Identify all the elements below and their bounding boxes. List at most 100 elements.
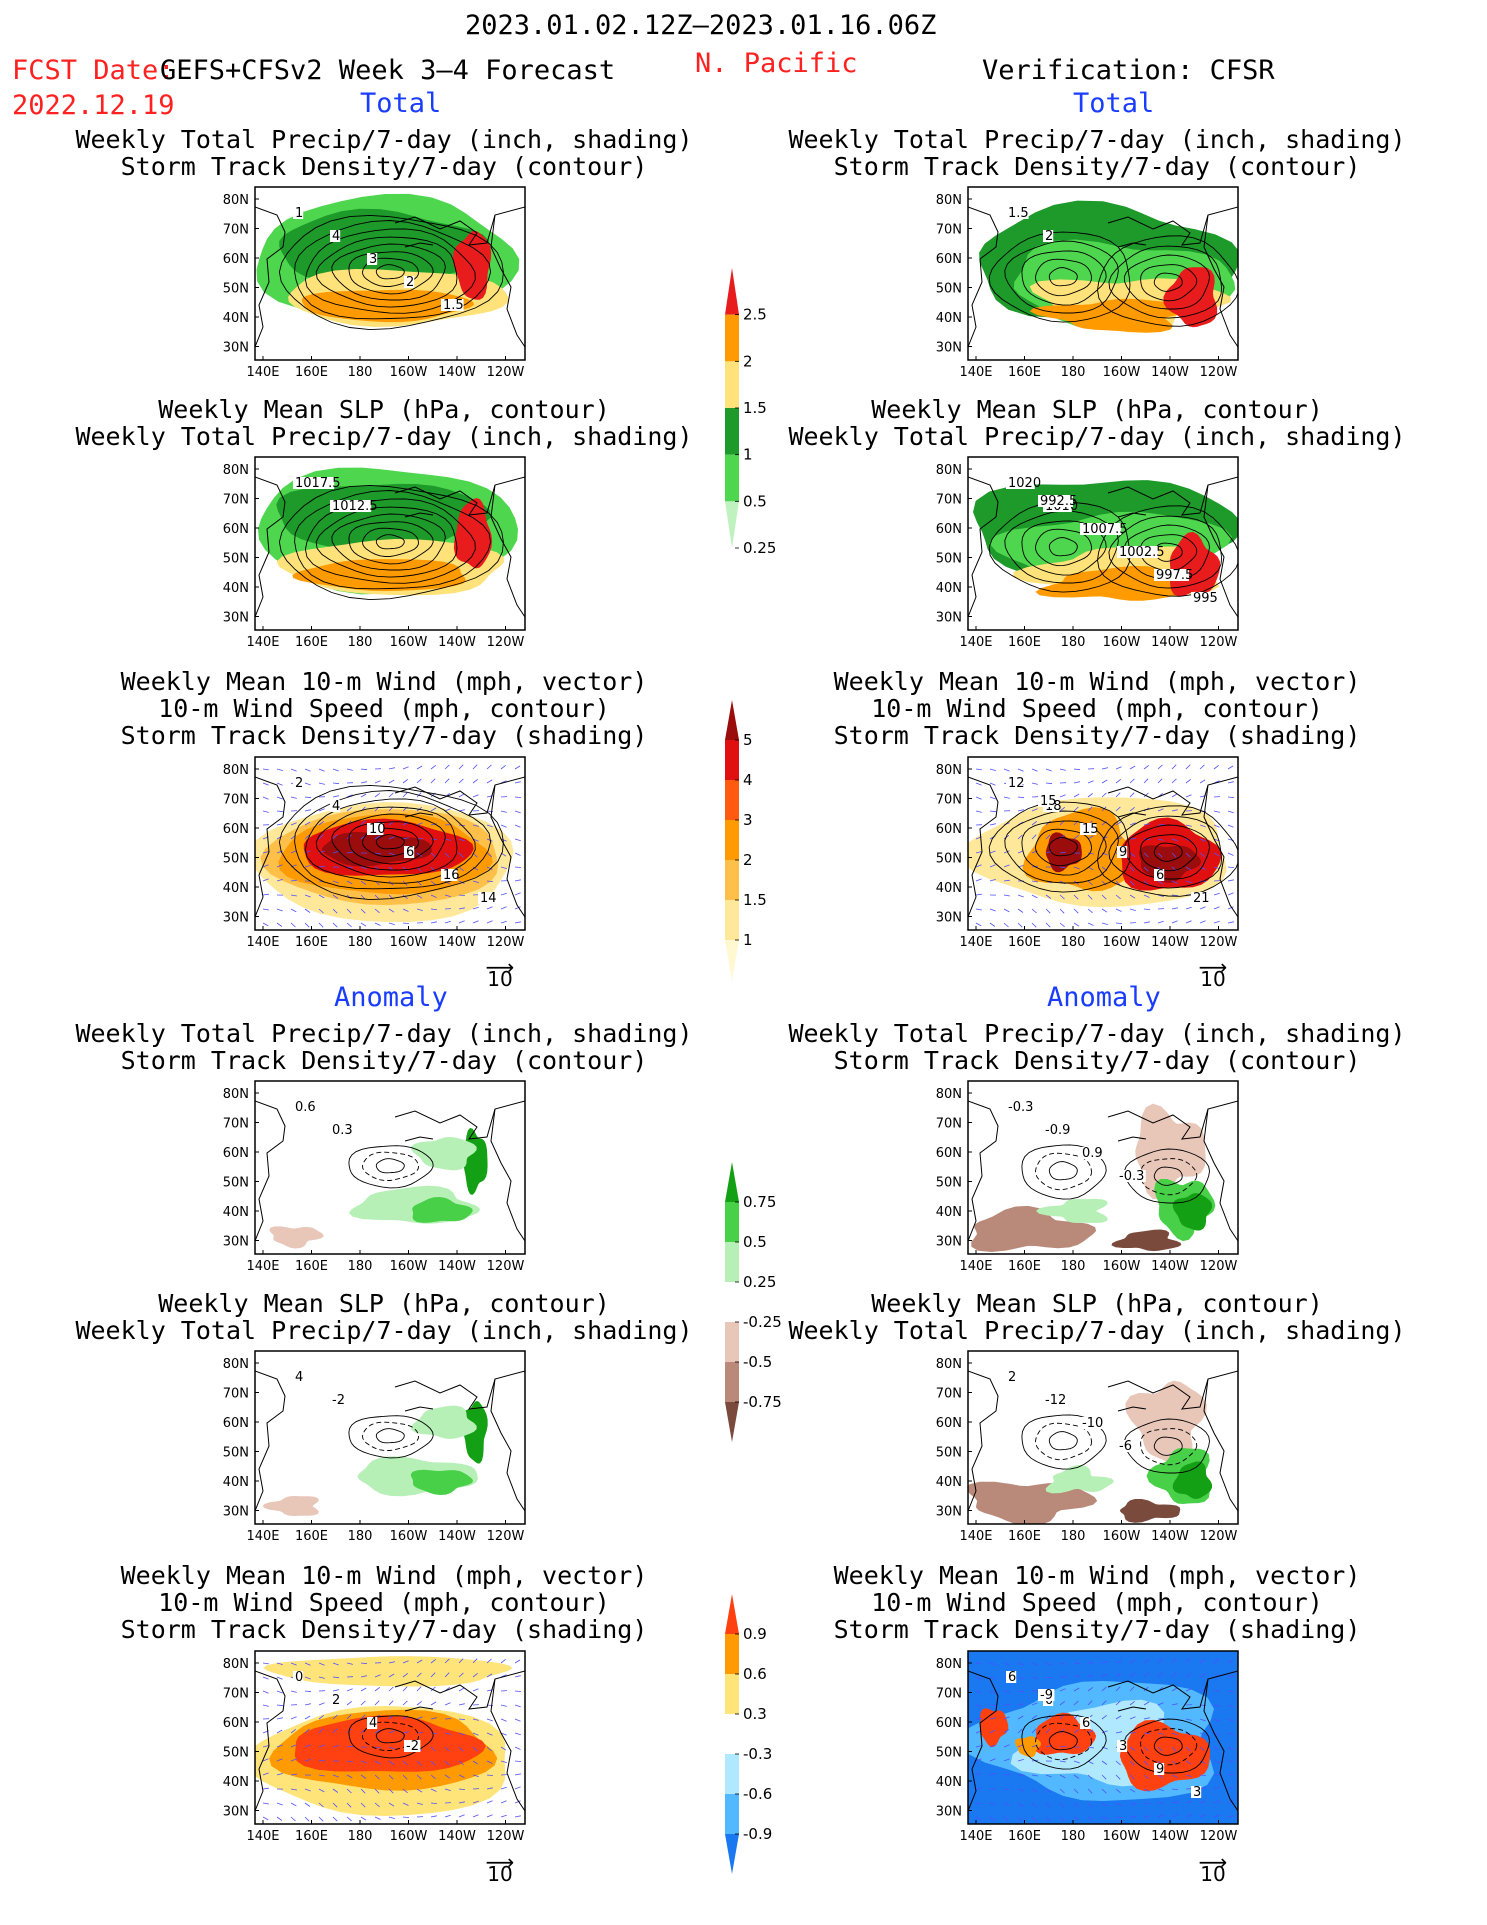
shading-region — [461, 1400, 488, 1464]
lon-label: 160E — [295, 1829, 328, 1844]
shading-region — [294, 1715, 486, 1772]
contour-lines — [348, 1715, 434, 1759]
coastline-segment — [968, 1670, 999, 1812]
map-frame — [254, 186, 526, 361]
contour-label: 2 — [1008, 1370, 1016, 1385]
coastline-segment — [1107, 776, 1238, 816]
coastline-segment — [490, 1108, 525, 1242]
coastline-segment — [1117, 812, 1147, 818]
contour — [1048, 837, 1078, 857]
contour — [348, 1715, 434, 1759]
colorbar-segment — [725, 780, 739, 820]
contour-label: 0.3 — [332, 1123, 353, 1138]
contour-label: 1 — [295, 206, 303, 221]
lon-label: 140E — [959, 635, 992, 650]
lon-label: 180 — [348, 635, 373, 650]
colorbar-label: -0.75 — [743, 1393, 782, 1411]
contour — [1004, 810, 1119, 884]
contour-label-bg — [1191, 1786, 1202, 1798]
lon-label: 140W — [438, 1829, 476, 1844]
lon-label: 160E — [1008, 1529, 1041, 1544]
section-anomaly-right: Anomaly — [1047, 982, 1161, 1013]
colorbar-label: 5 — [743, 731, 753, 749]
lat-label: 80N — [936, 1087, 962, 1102]
lat-label: 80N — [223, 193, 249, 208]
map-panel: -0.3 -0.9 0.9 -0.3 80N 70N 60N 50N 40N 30N 140E 160… — [936, 1080, 1239, 1274]
colorbar-segment — [725, 408, 739, 455]
lon-label: 120W — [1200, 1529, 1238, 1544]
contour — [278, 484, 504, 601]
contour — [278, 784, 504, 901]
lon-label: 140W — [1151, 935, 1189, 950]
contour — [294, 490, 492, 590]
lat-label: 50N — [223, 552, 249, 567]
coastline-segment — [1117, 1406, 1147, 1412]
colorbar-label: 0.25 — [743, 1273, 776, 1291]
colorbar-label: 2.5 — [743, 306, 767, 324]
contour-label-bg — [1154, 869, 1165, 881]
lon-label: 140E — [959, 1529, 992, 1544]
coastline-segment — [1117, 512, 1147, 518]
coastline-segment — [1107, 476, 1238, 516]
contour-label: 6 — [406, 845, 414, 860]
contour-label: 3 — [1193, 1785, 1201, 1800]
lat-label: 80N — [936, 1657, 962, 1672]
lon-label: 140E — [246, 365, 279, 380]
coastline — [968, 206, 1238, 348]
contour-label-bg — [330, 1394, 347, 1406]
coastline-segment — [490, 784, 525, 918]
lon-label: 140W — [438, 1529, 476, 1544]
lat-label: 60N — [223, 1146, 249, 1161]
shading-region — [292, 559, 466, 592]
lat-label: 70N — [936, 223, 962, 238]
lon-label: 160W — [1103, 1259, 1141, 1274]
contour — [304, 228, 476, 314]
colorbar-segment — [725, 1162, 739, 1202]
contour-label: 4 — [295, 1370, 303, 1385]
contour-label: 1020 — [1008, 476, 1041, 491]
lon-label: 140E — [959, 1829, 992, 1844]
contour-label: 0.6 — [295, 1100, 316, 1115]
colorbar-label: -0.6 — [743, 1785, 772, 1803]
lon-label: 140W — [1151, 635, 1189, 650]
contour-label: 14 — [480, 891, 497, 906]
contour-label-bg — [404, 1740, 421, 1752]
contour-label-bg — [1006, 1371, 1017, 1383]
coastline-segment — [1117, 1136, 1147, 1142]
shading-region — [1036, 1198, 1108, 1223]
coastline-segment — [1117, 242, 1147, 248]
colorbar-segment — [725, 1322, 739, 1362]
contour — [1153, 272, 1183, 292]
lon-label: 120W — [1200, 365, 1238, 380]
contour-label-bg — [330, 1694, 341, 1706]
lon-label: 140W — [1151, 1829, 1189, 1844]
lat-label: 50N — [223, 1746, 249, 1761]
contour — [362, 827, 419, 857]
contour — [1035, 828, 1092, 867]
colorbar-segment — [725, 1202, 739, 1242]
colorbar-label: -0.9 — [743, 1825, 772, 1843]
coastline-segment — [404, 1406, 434, 1412]
map-panel: 1017.5 1012.5 80N 70N 60N 50N 40N 30N 140E 160E 18… — [223, 456, 526, 650]
contour — [375, 264, 405, 280]
shading-region — [410, 1469, 474, 1495]
panel-title: Weekly Mean 10-m Wind (mph, vector) 10-m … — [120, 1561, 648, 1644]
shading-region — [1119, 1499, 1181, 1523]
contour — [375, 534, 405, 550]
colorbar-label: 3 — [743, 811, 753, 829]
contour — [1048, 1161, 1078, 1181]
contour-label: -6 — [1119, 1439, 1132, 1454]
colorbar-segment — [725, 1242, 739, 1282]
coastline — [968, 1670, 1238, 1812]
contour — [1048, 1731, 1078, 1751]
lat-label: 50N — [223, 282, 249, 297]
coastline-segment — [255, 206, 286, 348]
contour-label: 0 — [295, 1670, 303, 1685]
lat-label: 50N — [936, 1176, 962, 1191]
contour — [1035, 1152, 1092, 1191]
contour-label: 6 — [1082, 1716, 1090, 1731]
lat-label: 40N — [223, 1775, 249, 1790]
lon-label: 160E — [1008, 1259, 1041, 1274]
lon-label: 140E — [246, 1529, 279, 1544]
coastline-segment — [490, 484, 525, 618]
